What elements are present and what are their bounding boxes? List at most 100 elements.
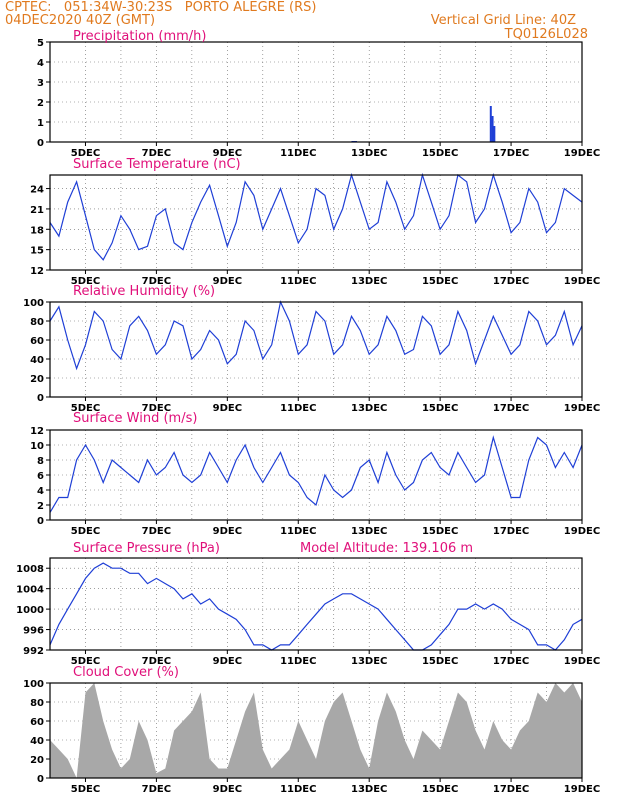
y-tick-label: 20	[30, 374, 44, 385]
y-tick-label: 8	[37, 456, 44, 467]
x-tick-label: 9DEC	[213, 784, 242, 795]
panel-title: Cloud Cover (%)	[73, 665, 179, 680]
y-tick-label: 0	[37, 393, 44, 404]
y-tick-label: 0	[37, 138, 44, 149]
x-tick-label: 15DEC	[422, 276, 458, 287]
x-tick-label: 9DEC	[213, 148, 242, 159]
y-tick-label: 100	[23, 679, 44, 690]
y-tick-label: 992	[23, 646, 44, 657]
x-tick-label: 13DEC	[351, 276, 387, 287]
panel-title: Surface Pressure (hPa)	[73, 541, 220, 556]
y-tick-label: 12	[30, 266, 44, 277]
x-tick-label: 11DEC	[280, 403, 316, 414]
x-tick-label: 9DEC	[213, 656, 242, 667]
model-id: TQ0126L028	[504, 27, 588, 42]
y-tick-label: 6	[37, 471, 44, 482]
panel-cloud: 0 20 40 60 80 100 5DEC 7DEC 9DEC 11DEC 13DEC 15DEC 1…	[23, 665, 600, 795]
y-tick-label: 2	[37, 501, 44, 512]
panel-frame	[49, 301, 583, 398]
x-tick-label: 5DEC	[71, 526, 100, 537]
temp-line	[49, 172, 583, 261]
x-tick-label: 9DEC	[213, 526, 242, 537]
x-tick-label: 17DEC	[493, 526, 529, 537]
y-tick-label: 3	[37, 78, 44, 89]
panel-wind: 0 2 4 6 8 10 12 5DEC 7DEC 9DEC 11DEC 13DEC 15DEC 17DE…	[30, 411, 600, 537]
y-tick-label: 1004	[16, 585, 44, 596]
x-tick-label: 5DEC	[71, 148, 100, 159]
x-tick-label: 17DEC	[493, 276, 529, 287]
x-tick-label: 13DEC	[351, 148, 387, 159]
y-tick-label: 10	[30, 441, 44, 452]
panel-title: Precipitation (mm/h)	[73, 29, 206, 44]
x-tick-label: 9DEC	[213, 276, 242, 287]
x-tick-label: 13DEC	[351, 656, 387, 667]
x-tick-label: 15DEC	[422, 656, 458, 667]
y-tick-label: 2	[37, 98, 44, 109]
panel-frame	[49, 682, 583, 779]
y-tick-label: 80	[30, 698, 44, 709]
y-tick-label: 80	[30, 317, 44, 328]
x-tick-label: 13DEC	[351, 526, 387, 537]
x-tick-label: 11DEC	[280, 148, 316, 159]
x-tick-label: 17DEC	[493, 403, 529, 414]
precip-bar	[493, 126, 496, 142]
y-tick-label: 40	[30, 736, 44, 747]
rh-line	[49, 300, 583, 371]
y-tick-label: 4	[37, 486, 44, 497]
station-header: CPTEC: 051:34W-30:23S PORTO ALEGRE (RS)	[5, 0, 317, 15]
y-tick-label: 1000	[16, 605, 44, 616]
panel-temp: 12 15 18 21 24 5DEC 7DEC 9DEC 11DEC 13DEC 15DEC 17D…	[30, 157, 600, 287]
x-tick-label: 15DEC	[422, 526, 458, 537]
x-tick-label: 11DEC	[280, 526, 316, 537]
y-tick-label: 100	[23, 298, 44, 309]
model-altitude-note: Model Altitude: 139.106 m	[300, 541, 473, 556]
y-tick-label: 12	[30, 426, 44, 437]
x-tick-label: 7DEC	[142, 784, 171, 795]
x-tick-label: 17DEC	[493, 784, 529, 795]
x-tick-label: 7DEC	[142, 148, 171, 159]
y-tick-label: 4	[37, 58, 44, 69]
x-tick-label: 17DEC	[493, 148, 529, 159]
y-tick-label: 60	[30, 717, 44, 728]
x-tick-label: 19DEC	[564, 784, 600, 795]
precip-bar	[491, 116, 494, 142]
panel-frame	[49, 174, 583, 271]
panel-precip: 0 1 2 3 4 5 5DEC 7DEC 9DEC 11DEC 13DEC 15DEC 17DEC 19…	[37, 29, 600, 159]
wind-line	[49, 435, 583, 513]
x-tick-label: 15DEC	[422, 784, 458, 795]
x-tick-label: 11DEC	[280, 784, 316, 795]
y-tick-label: 1	[37, 118, 44, 129]
panel-rh: 0 20 40 60 80 100 5DEC 7DEC 9DEC 11DEC 13DEC 15DEC 1…	[23, 284, 600, 414]
x-tick-label: 13DEC	[351, 784, 387, 795]
x-tick-label: 17DEC	[493, 656, 529, 667]
x-tick-label: 11DEC	[280, 656, 316, 667]
x-tick-label: 7DEC	[142, 656, 171, 667]
x-tick-label: 9DEC	[213, 403, 242, 414]
x-tick-label: 7DEC	[142, 403, 171, 414]
x-tick-label: 7DEC	[142, 276, 171, 287]
x-tick-label: 13DEC	[351, 403, 387, 414]
panel-press: 992 996 1000 1004 1008 5DEC 7DEC 9DEC 11DEC 13DEC…	[16, 541, 600, 667]
x-tick-label: 15DEC	[422, 403, 458, 414]
x-tick-label: 5DEC	[71, 403, 100, 414]
y-tick-label: 21	[30, 205, 44, 216]
x-tick-label: 19DEC	[564, 526, 600, 537]
x-tick-label: 19DEC	[564, 148, 600, 159]
y-tick-label: 996	[23, 626, 44, 637]
y-tick-label: 0	[37, 774, 44, 785]
run-time-header: 04DEC2020 40Z (GMT)	[5, 13, 156, 28]
panel-title: Relative Humidity (%)	[73, 284, 215, 299]
y-tick-label: 5	[37, 38, 44, 49]
x-tick-label: 19DEC	[564, 403, 600, 414]
panel-frame	[49, 557, 583, 651]
press-line	[49, 562, 583, 651]
y-tick-label: 18	[30, 225, 44, 236]
precip-bar	[489, 106, 492, 142]
x-tick-label: 7DEC	[142, 526, 171, 537]
x-tick-label: 19DEC	[564, 656, 600, 667]
panel-frame	[49, 41, 583, 143]
x-tick-label: 5DEC	[71, 276, 100, 287]
x-tick-label: 5DEC	[71, 784, 100, 795]
x-tick-label: 5DEC	[71, 656, 100, 667]
